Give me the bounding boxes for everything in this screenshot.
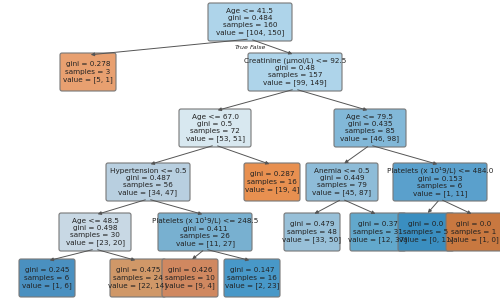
FancyBboxPatch shape — [60, 53, 116, 91]
FancyBboxPatch shape — [110, 259, 166, 297]
Text: False: False — [250, 45, 266, 50]
FancyBboxPatch shape — [244, 163, 300, 201]
FancyBboxPatch shape — [162, 259, 218, 297]
FancyBboxPatch shape — [446, 213, 500, 251]
Text: Platelets (x 10¹9/L) <= 484.0
gini = 0.153
samples = 6
value = [1, 11]: Platelets (x 10¹9/L) <= 484.0 gini = 0.1… — [387, 167, 493, 197]
Text: Age <= 67.0
gini = 0.5
samples = 72
value = [53, 51]: Age <= 67.0 gini = 0.5 samples = 72 valu… — [186, 114, 244, 142]
FancyBboxPatch shape — [158, 213, 252, 251]
Text: gini = 0.0
samples = 1
value = [1, 0]: gini = 0.0 samples = 1 value = [1, 0] — [449, 221, 499, 243]
FancyBboxPatch shape — [334, 109, 406, 147]
FancyBboxPatch shape — [248, 53, 342, 91]
FancyBboxPatch shape — [19, 259, 75, 297]
FancyBboxPatch shape — [106, 163, 190, 201]
Text: Creatinine (μmol/L) <= 92.5
gini = 0.48
samples = 157
value = [99, 149]: Creatinine (μmol/L) <= 92.5 gini = 0.48 … — [244, 58, 346, 86]
FancyBboxPatch shape — [306, 163, 378, 201]
FancyBboxPatch shape — [59, 213, 131, 251]
FancyBboxPatch shape — [179, 109, 251, 147]
Text: Platelets (x 10¹9/L) <= 248.5
gini = 0.411
samples = 26
value = [11, 27]: Platelets (x 10¹9/L) <= 248.5 gini = 0.4… — [152, 217, 258, 247]
FancyBboxPatch shape — [398, 213, 454, 251]
FancyBboxPatch shape — [350, 213, 406, 251]
FancyBboxPatch shape — [393, 163, 487, 201]
Text: gini = 0.147
samples = 16
value = [2, 23]: gini = 0.147 samples = 16 value = [2, 23… — [225, 267, 279, 289]
Text: Age <= 48.5
gini = 0.498
samples = 30
value = [23, 20]: Age <= 48.5 gini = 0.498 samples = 30 va… — [66, 218, 124, 246]
Text: True: True — [235, 45, 249, 50]
Text: gini = 0.479
samples = 48
value = [33, 50]: gini = 0.479 samples = 48 value = [33, 5… — [282, 221, 342, 243]
Text: gini = 0.245
samples = 6
value = [1, 6]: gini = 0.245 samples = 6 value = [1, 6] — [22, 267, 72, 289]
FancyBboxPatch shape — [284, 213, 340, 251]
Text: gini = 0.0
samples = 5
value = [0, 11]: gini = 0.0 samples = 5 value = [0, 11] — [399, 221, 453, 243]
FancyBboxPatch shape — [208, 3, 292, 41]
Text: gini = 0.287
samples = 16
value = [19, 4]: gini = 0.287 samples = 16 value = [19, 4… — [245, 171, 299, 193]
Text: Age <= 79.5
gini = 0.435
samples = 85
value = [46, 98]: Age <= 79.5 gini = 0.435 samples = 85 va… — [340, 114, 400, 142]
Text: gini = 0.426
samples = 10
value = [9, 4]: gini = 0.426 samples = 10 value = [9, 4] — [165, 267, 215, 289]
Text: gini = 0.475
samples = 24
value = [22, 14]: gini = 0.475 samples = 24 value = [22, 1… — [108, 267, 168, 289]
Text: Age <= 41.5
gini = 0.484
samples = 160
value = [104, 150]: Age <= 41.5 gini = 0.484 samples = 160 v… — [216, 8, 284, 36]
Text: Hypertension <= 0.5
gini = 0.487
samples = 56
value = [34, 47]: Hypertension <= 0.5 gini = 0.487 samples… — [110, 168, 186, 196]
Text: gini = 0.278
samples = 3
value = [5, 1]: gini = 0.278 samples = 3 value = [5, 1] — [63, 61, 113, 82]
FancyBboxPatch shape — [224, 259, 280, 297]
Text: Anemia <= 0.5
gini = 0.449
samples = 79
value = [45, 87]: Anemia <= 0.5 gini = 0.449 samples = 79 … — [312, 168, 372, 196]
Text: gini = 0.37
samples = 31
value = [12, 37]: gini = 0.37 samples = 31 value = [12, 37… — [348, 221, 408, 243]
